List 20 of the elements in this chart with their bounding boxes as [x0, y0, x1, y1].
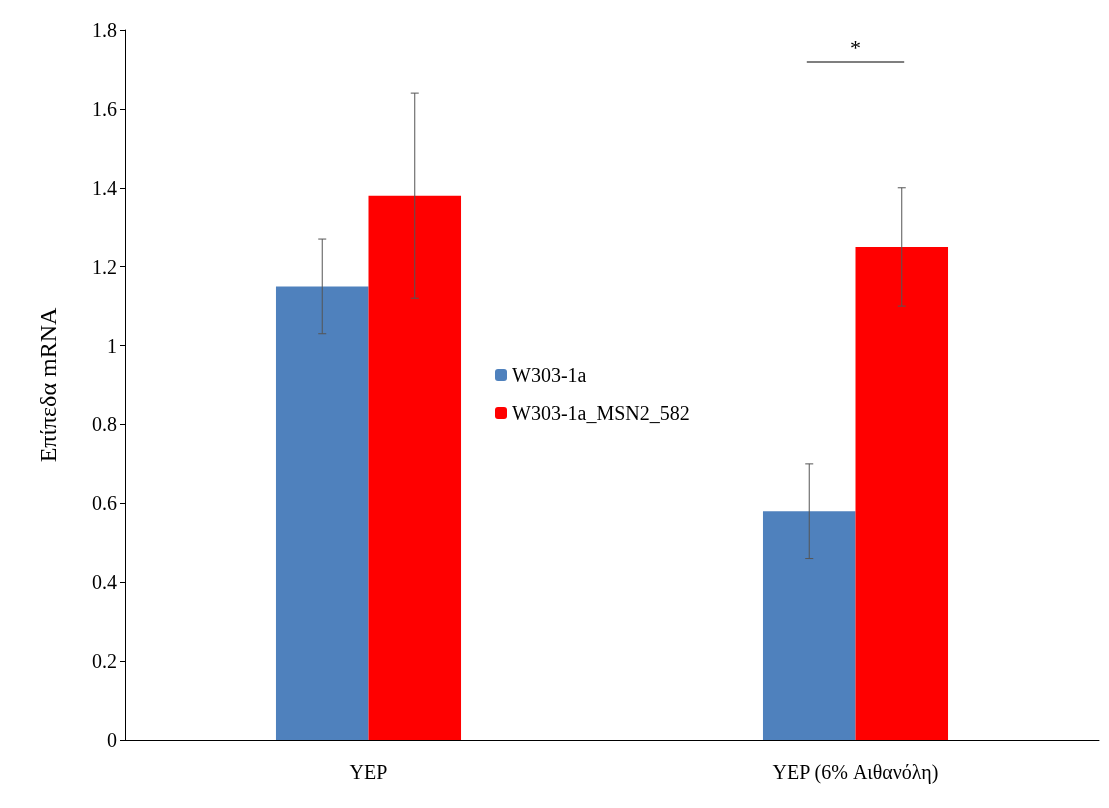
y-axis-title: Επίπεδα mRNA	[35, 307, 61, 463]
x-tick-label: YEP	[349, 761, 388, 783]
y-tick-label: 0.8	[92, 413, 117, 436]
bar	[368, 195, 462, 740]
bar	[275, 286, 369, 740]
bar	[855, 246, 949, 740]
legend-label: W303-1a_MSN2_582	[512, 402, 690, 424]
annotation: *	[850, 34, 861, 60]
y-tick-label: 1.4	[92, 176, 117, 199]
x-tick-label: YEP (6% Αιθανόλη)	[772, 761, 939, 784]
y-tick-label: 1.2	[92, 255, 117, 278]
y-tick-label: 0.2	[92, 650, 117, 673]
y-tick-label: 1.6	[92, 97, 117, 120]
y-tick-label: 1.8	[92, 19, 117, 41]
bar	[762, 511, 856, 740]
y-tick-label: 0.4	[92, 571, 117, 594]
y-tick-label: 0	[107, 729, 117, 751]
y-tick-label: 0.6	[92, 492, 117, 515]
legend-label: W303-1a	[512, 364, 587, 386]
y-tick-label: 1	[107, 334, 117, 357]
